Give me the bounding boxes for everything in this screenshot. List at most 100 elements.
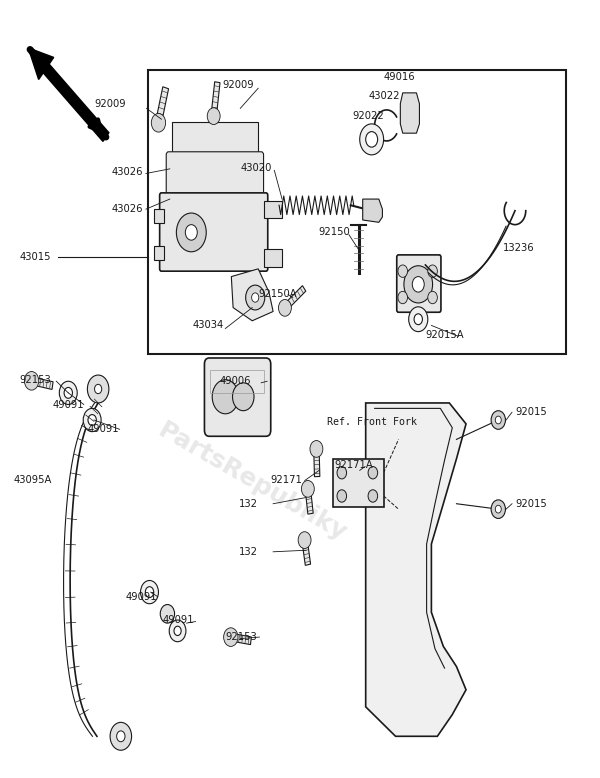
Text: 49091: 49091 (52, 400, 84, 409)
Circle shape (398, 265, 407, 278)
Text: PartsRepubliky: PartsRepubliky (154, 419, 351, 546)
Text: 43026: 43026 (112, 204, 143, 214)
Text: 132: 132 (239, 547, 258, 557)
Polygon shape (400, 93, 419, 133)
Circle shape (233, 383, 254, 411)
Circle shape (212, 380, 238, 414)
Circle shape (409, 307, 428, 331)
Circle shape (95, 384, 102, 394)
FancyBboxPatch shape (160, 193, 268, 272)
Circle shape (116, 731, 125, 741)
Polygon shape (227, 633, 251, 645)
Circle shape (83, 408, 101, 432)
Circle shape (412, 277, 424, 292)
Circle shape (224, 628, 238, 647)
Text: 92153: 92153 (19, 375, 51, 384)
Circle shape (169, 620, 186, 642)
Text: 43022: 43022 (368, 91, 400, 101)
Polygon shape (28, 376, 53, 390)
Text: 49091: 49091 (125, 592, 157, 601)
Bar (154, 246, 164, 260)
Circle shape (360, 124, 383, 155)
Circle shape (278, 300, 292, 316)
Circle shape (301, 481, 314, 497)
Circle shape (59, 381, 77, 405)
FancyBboxPatch shape (205, 358, 271, 436)
Polygon shape (211, 82, 220, 123)
Text: 92015: 92015 (515, 499, 547, 509)
Circle shape (245, 285, 265, 310)
Circle shape (88, 375, 109, 403)
Text: 92171: 92171 (270, 475, 302, 485)
Bar (154, 209, 164, 223)
Bar (264, 202, 282, 219)
Bar (264, 250, 282, 267)
Circle shape (298, 531, 311, 548)
Circle shape (25, 372, 39, 390)
Circle shape (491, 499, 505, 518)
Circle shape (337, 467, 347, 479)
Polygon shape (314, 444, 320, 477)
Text: 13236: 13236 (503, 243, 535, 253)
Circle shape (414, 314, 422, 324)
Polygon shape (301, 535, 311, 566)
Circle shape (310, 440, 323, 457)
Circle shape (176, 213, 206, 252)
Text: 43020: 43020 (240, 163, 272, 173)
Circle shape (428, 291, 437, 303)
Text: 92015: 92015 (515, 407, 547, 417)
Circle shape (368, 467, 377, 479)
Circle shape (495, 505, 501, 513)
Text: 92153: 92153 (226, 632, 257, 642)
Bar (333, 459, 383, 506)
Circle shape (88, 415, 97, 426)
Text: 49091: 49091 (88, 424, 119, 434)
Bar (211, 370, 264, 393)
Text: 132: 132 (239, 499, 258, 509)
Circle shape (398, 291, 407, 303)
Text: 92022: 92022 (353, 111, 385, 121)
Circle shape (368, 490, 377, 502)
Text: 49006: 49006 (220, 377, 251, 386)
Polygon shape (154, 87, 169, 130)
FancyArrow shape (28, 48, 109, 142)
Circle shape (110, 722, 131, 750)
Text: 92171A: 92171A (335, 460, 373, 470)
Text: 92150A: 92150A (258, 289, 297, 300)
Circle shape (64, 387, 73, 398)
Circle shape (151, 114, 166, 132)
Circle shape (185, 225, 197, 240)
Polygon shape (305, 484, 313, 514)
Text: 92009: 92009 (94, 99, 125, 109)
Circle shape (251, 293, 259, 302)
Circle shape (174, 626, 181, 636)
Text: 92009: 92009 (223, 80, 254, 90)
Text: 43026: 43026 (112, 167, 143, 177)
FancyBboxPatch shape (397, 255, 441, 312)
Circle shape (160, 605, 175, 623)
Bar (148, 69, 566, 354)
Circle shape (337, 490, 347, 502)
Text: 43015: 43015 (19, 252, 51, 262)
Circle shape (207, 108, 220, 124)
Circle shape (140, 580, 158, 604)
Text: 92150: 92150 (318, 227, 350, 237)
Polygon shape (280, 286, 306, 314)
Polygon shape (232, 269, 273, 321)
Text: 43095A: 43095A (13, 475, 52, 485)
Text: 92015A: 92015A (425, 330, 464, 340)
Circle shape (428, 265, 437, 278)
Circle shape (365, 131, 377, 147)
Circle shape (491, 411, 505, 429)
Text: 49091: 49091 (163, 615, 194, 625)
Text: 49016: 49016 (383, 72, 415, 82)
Circle shape (495, 416, 501, 424)
Circle shape (145, 587, 154, 598)
Polygon shape (363, 199, 382, 223)
FancyBboxPatch shape (166, 152, 263, 198)
Text: 43034: 43034 (193, 321, 224, 331)
Circle shape (404, 266, 433, 303)
Text: Ref. Front Fork: Ref. Front Fork (327, 416, 417, 426)
Bar (172, 121, 258, 154)
Polygon shape (365, 403, 466, 736)
